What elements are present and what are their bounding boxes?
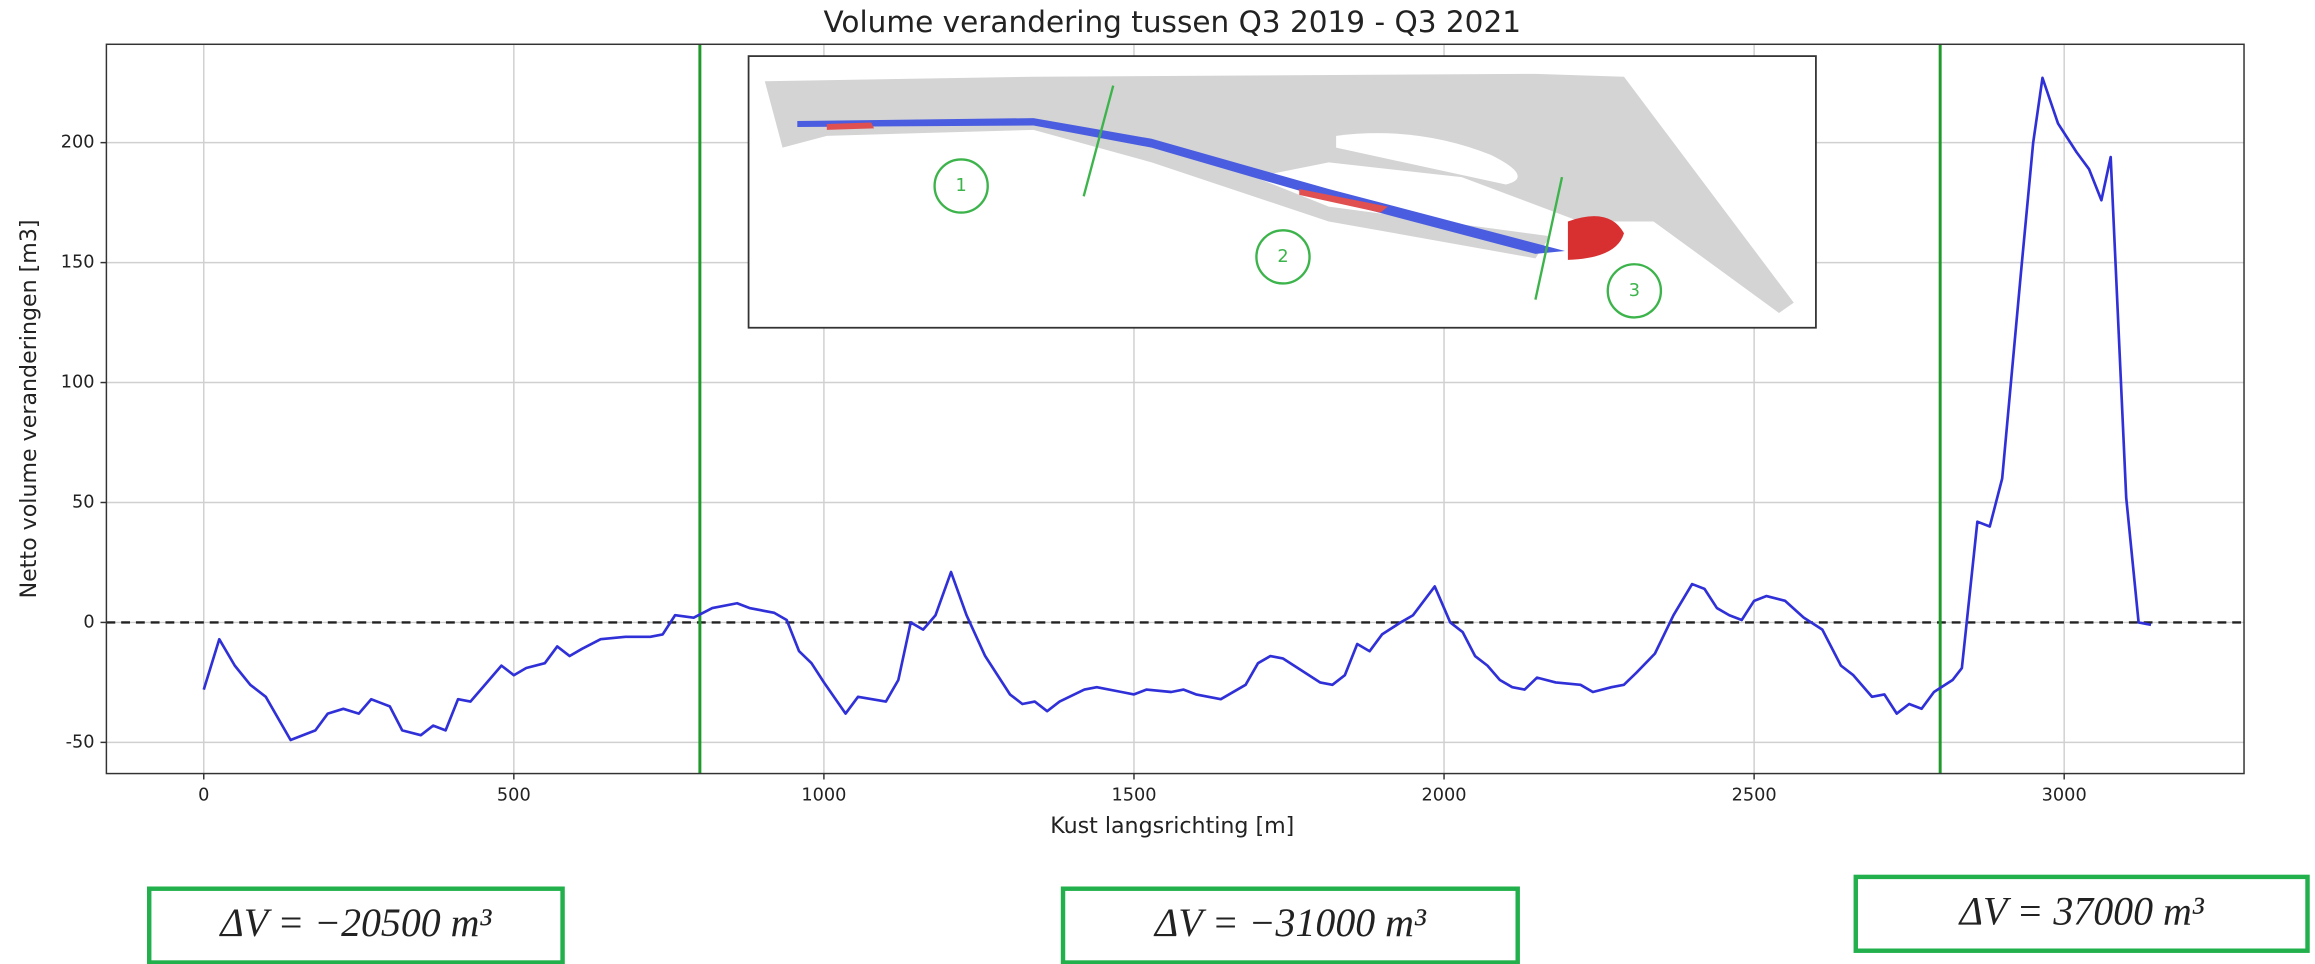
x-tick-label: 3000 bbox=[2042, 786, 2087, 806]
annotations: ΔV = −20500 m³ ΔV = −31000 m³ ΔV = 37000… bbox=[149, 877, 2307, 963]
x-axis-label: Kust langsrichting [m] bbox=[1050, 813, 1294, 839]
x-tick-label: 2000 bbox=[1422, 786, 1467, 806]
annotation: ΔV = 37000 m³ bbox=[1958, 888, 2205, 933]
chart: Volume verandering tussen Q3 2019 - Q3 2… bbox=[0, 0, 2315, 964]
y-tick-label: 100 bbox=[61, 373, 95, 393]
annotation: ΔV = −20500 m³ bbox=[218, 900, 492, 945]
y-tick-label: 200 bbox=[61, 133, 95, 153]
y-tick-label: -50 bbox=[66, 732, 95, 752]
inset-map: 1 2 3 bbox=[749, 56, 1816, 328]
x-tick-label: 1000 bbox=[801, 786, 846, 806]
inset-label: 1 bbox=[956, 176, 967, 196]
inset-label: 3 bbox=[1629, 281, 1640, 301]
y-tick-label: 0 bbox=[83, 612, 94, 632]
x-tick-label: 0 bbox=[198, 786, 209, 806]
chart-title: Volume verandering tussen Q3 2019 - Q3 2… bbox=[824, 5, 1521, 39]
x-tick-label: 2500 bbox=[1732, 786, 1777, 806]
x-tick-label: 500 bbox=[497, 786, 531, 806]
x-tick-label: 1500 bbox=[1111, 786, 1156, 806]
y-axis-label: Netto volume veranderingen [m3] bbox=[16, 219, 42, 598]
y-tick-label: 50 bbox=[72, 492, 95, 512]
y-tick-label: 150 bbox=[61, 253, 95, 273]
page: {"chart_data": {"type": "line", "title":… bbox=[0, 0, 2315, 964]
annotation: ΔV = −31000 m³ bbox=[1153, 900, 1427, 945]
inset-label: 2 bbox=[1277, 247, 1288, 267]
